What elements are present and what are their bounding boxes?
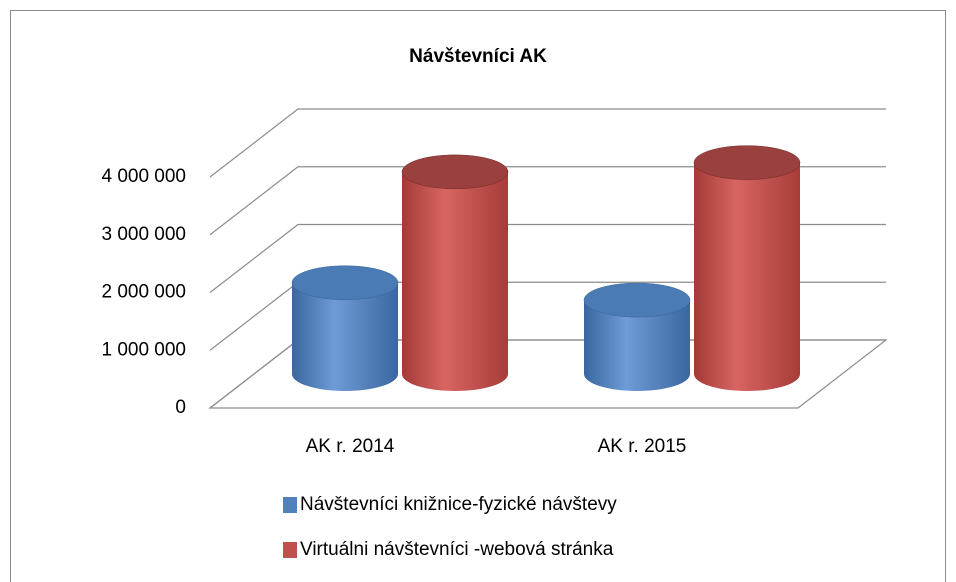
bar-top	[401, 154, 509, 190]
bar	[402, 171, 508, 391]
x-tick-label: AK r. 2015	[598, 436, 687, 457]
grid-line	[209, 223, 886, 293]
cylinder	[401, 154, 509, 391]
y-tick-label: 3 000 000	[101, 224, 186, 245]
cylinder	[693, 145, 801, 391]
cylinder	[583, 282, 691, 391]
legend-swatch	[283, 497, 297, 513]
y-tick-label: 2 000 000	[101, 282, 186, 303]
x-tick-label: AK r. 2014	[306, 436, 395, 457]
y-tick-label: 0	[175, 397, 186, 418]
bar-top	[693, 145, 801, 180]
bar	[292, 282, 398, 391]
grid-line	[209, 108, 886, 178]
legend-label: Virtuálni návštevníci -webová stránka	[300, 539, 614, 560]
bar	[694, 162, 800, 391]
y-tick-label: 4 000 000	[101, 166, 186, 187]
bar-top	[583, 282, 691, 318]
bar-top	[291, 265, 399, 301]
legend-swatch	[283, 542, 297, 558]
grid-line	[209, 166, 886, 236]
y-tick-label: 1 000 000	[101, 339, 186, 360]
chart-title: Návštevníci AK	[409, 46, 547, 67]
legend-label: Návštevníci knižnice-fyzické návštevy	[300, 494, 617, 515]
bar	[584, 300, 690, 391]
cylinder	[291, 265, 399, 391]
